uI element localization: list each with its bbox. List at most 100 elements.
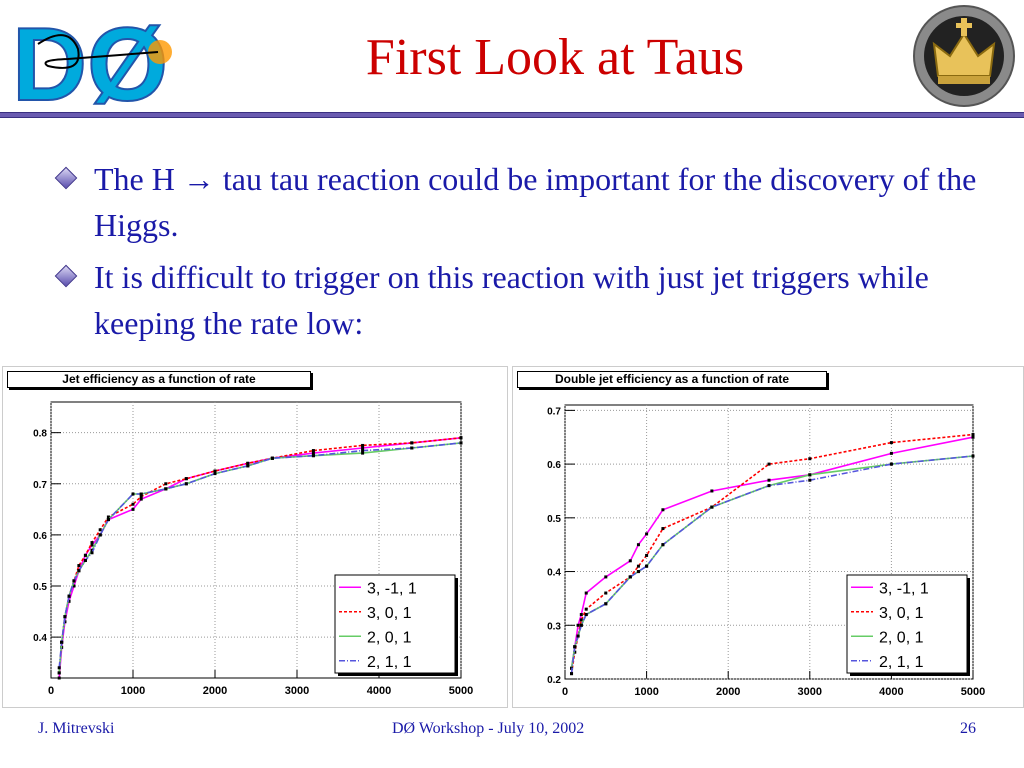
data-point <box>184 477 188 481</box>
chart-panel-right: Double jet efficiency as a function of r… <box>512 366 1024 708</box>
data-point <box>106 518 110 522</box>
data-point <box>361 443 365 447</box>
data-point <box>661 508 665 512</box>
data-point <box>83 553 87 557</box>
data-point <box>361 449 365 453</box>
data-point <box>584 591 588 595</box>
data-point <box>410 441 414 445</box>
data-point <box>579 618 583 622</box>
data-point <box>57 666 61 670</box>
data-point <box>576 634 580 638</box>
data-point <box>604 591 608 595</box>
x-tick-label: 5000 <box>449 685 473 697</box>
legend-label: 3, -1, 1 <box>367 580 417 597</box>
data-point <box>604 602 608 606</box>
data-point <box>246 461 250 465</box>
diamond-bullet-icon <box>54 264 78 288</box>
data-point <box>579 613 583 617</box>
data-point <box>636 564 640 568</box>
data-point <box>808 457 812 461</box>
data-point <box>131 502 135 506</box>
data-point <box>573 650 577 654</box>
data-point <box>139 497 143 501</box>
y-tick-label: 0.5 <box>547 514 561 525</box>
slide-title: First Look at Taus <box>365 29 745 86</box>
data-point <box>90 548 94 552</box>
data-point <box>57 676 61 680</box>
x-tick-label: 0 <box>48 685 54 697</box>
y-tick-label: 0.8 <box>33 429 47 440</box>
data-point <box>139 492 143 496</box>
data-point <box>576 623 580 627</box>
data-point <box>63 615 67 619</box>
data-point <box>645 553 649 557</box>
data-point <box>636 570 640 574</box>
series-line <box>570 433 974 674</box>
data-point <box>628 559 632 563</box>
data-point <box>131 492 135 496</box>
data-point <box>579 623 583 627</box>
data-point <box>767 478 771 482</box>
data-point <box>164 482 168 486</box>
data-point <box>311 449 315 453</box>
data-point <box>106 515 110 519</box>
data-point <box>889 441 893 445</box>
data-point <box>213 472 217 476</box>
data-point <box>808 478 812 482</box>
data-point <box>459 441 463 445</box>
data-point <box>246 464 250 468</box>
data-point <box>213 469 217 473</box>
data-point <box>90 551 94 555</box>
data-point <box>90 541 94 545</box>
diamond-bullet-icon <box>54 166 78 190</box>
data-point <box>710 489 714 493</box>
data-point <box>645 532 649 536</box>
x-tick-label: 0 <box>562 686 568 698</box>
data-point <box>270 456 274 460</box>
x-tick-label: 4000 <box>367 685 391 697</box>
data-point <box>710 505 714 509</box>
data-point <box>311 454 315 458</box>
data-point <box>83 558 87 562</box>
data-point <box>131 507 135 511</box>
y-tick-label: 0.4 <box>547 568 561 579</box>
data-point <box>661 543 665 547</box>
data-point <box>98 528 102 532</box>
footer-author: J. Mitrevski <box>38 720 115 737</box>
data-point <box>72 584 76 588</box>
data-point <box>628 575 632 579</box>
footer-page: 26 <box>960 720 976 737</box>
x-tick-label: 3000 <box>798 686 822 698</box>
legend-label: 3, -1, 1 <box>879 580 929 597</box>
data-point <box>410 446 414 450</box>
chart-title: Jet efficiency as a function of rate <box>7 371 311 388</box>
x-tick-label: 5000 <box>961 686 985 698</box>
data-point <box>361 446 365 450</box>
legend-label: 2, 0, 1 <box>367 629 412 646</box>
data-point <box>77 564 81 568</box>
crown-logo <box>913 5 1015 107</box>
data-point <box>57 671 61 675</box>
y-tick-label: 0.7 <box>547 406 561 417</box>
y-tick-label: 0.6 <box>33 531 47 542</box>
x-tick-label: 1000 <box>121 685 145 697</box>
data-point <box>459 436 463 440</box>
footer-event: DØ Workshop - July 10, 2002 <box>392 720 585 737</box>
double-jet-efficiency-chart: 0 1000 2000 3000 4000 5000 0.2 0.3 0.4 0.5 0.6 0.7 3… <box>547 404 985 698</box>
x-tick-label: 2000 <box>716 686 740 698</box>
jet-efficiency-chart: 0 1000 2000 3000 4000 5000 0.4 0.5 0.6 0.7 0.8 3, -… <box>33 401 473 697</box>
bullet-list: The H → tau tau reaction could be import… <box>50 156 1010 352</box>
data-point <box>971 435 975 439</box>
data-point <box>570 672 574 676</box>
data-point <box>361 451 365 455</box>
x-tick-label: 3000 <box>285 685 309 697</box>
data-point <box>77 569 81 573</box>
data-point <box>584 613 588 617</box>
logo-flare <box>148 40 172 64</box>
data-point <box>164 487 168 491</box>
data-point <box>90 543 94 547</box>
series-line <box>58 442 462 668</box>
legend-box <box>334 574 456 674</box>
legend-box <box>846 574 968 674</box>
y-tick-label: 0.7 <box>33 480 47 491</box>
